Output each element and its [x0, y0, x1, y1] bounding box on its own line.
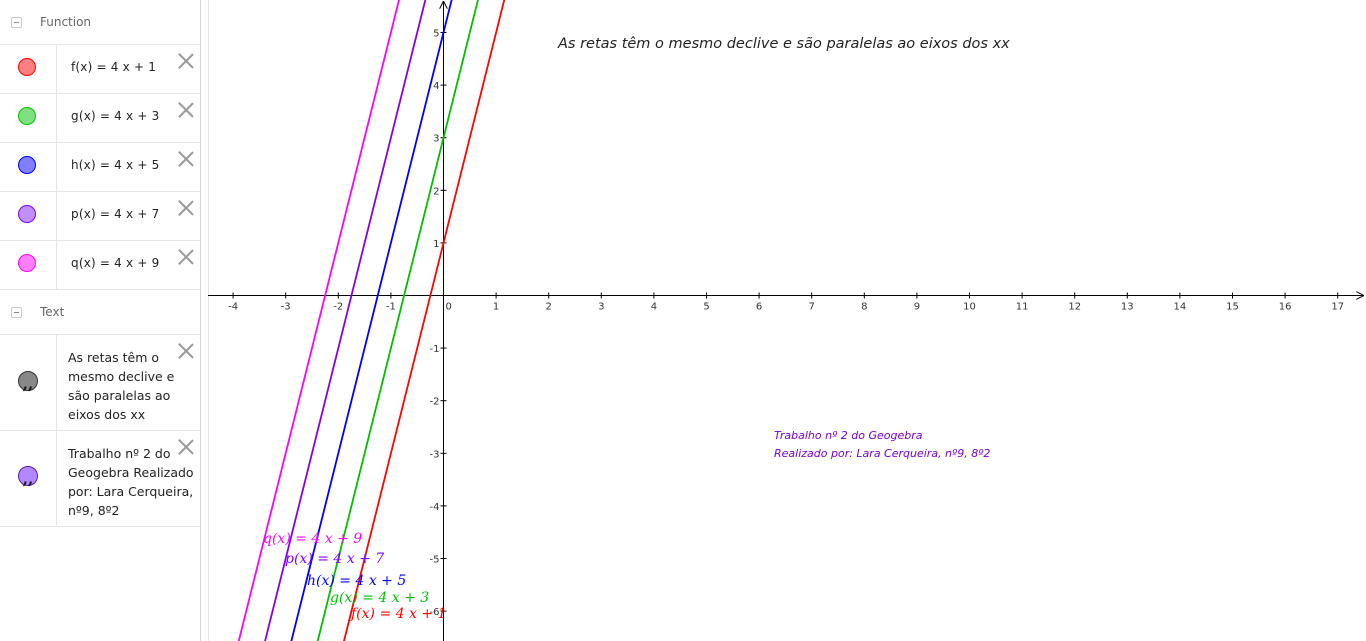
x-tick-label: 8	[861, 302, 867, 313]
y-tick-label: -4	[430, 502, 440, 513]
text-group-label: Text	[40, 305, 65, 319]
x-tick-label: 17	[1331, 302, 1344, 313]
collapse-text-group-button[interactable]	[11, 307, 22, 318]
marker-cell	[0, 241, 57, 289]
function-item-p[interactable]: p(x) = 4 x + 7	[0, 192, 200, 241]
text-item-content[interactable]: Trabalho nº 2 do Geogebra Realizado por:…	[68, 446, 194, 518]
x-tick-label: 14	[1174, 302, 1187, 313]
delete-icon[interactable]	[177, 248, 195, 266]
text-item-content[interactable]: As retas têm o mesmo declive e são paral…	[68, 350, 175, 422]
y-tick-label: 4	[433, 81, 439, 92]
marker-cell: ,,	[0, 431, 57, 526]
y-tick-label: -2	[430, 397, 440, 408]
function-item-f[interactable]: f(x) = 4 x + 1	[0, 45, 200, 94]
y-tick-label: -5	[430, 555, 440, 566]
x-tick-label: 9	[914, 302, 920, 313]
visibility-toggle-h[interactable]	[18, 156, 36, 174]
graph-line-g[interactable]	[316, 0, 485, 641]
x-tick-label: 7	[809, 302, 815, 313]
text-group-header: Text	[0, 290, 200, 335]
quote-icon[interactable]: ,,	[18, 466, 38, 488]
graph-label-g[interactable]: g(x) = 4 x + 3	[330, 590, 429, 606]
function-group-label: Function	[40, 15, 92, 29]
y-tick-label: -6	[430, 607, 440, 618]
graph-label-f[interactable]: f(x) = 4 x + 1	[350, 606, 446, 622]
graphics-view[interactable]: -4 -3 -2 -1 0 1 2 3 4 5 6 7 8 9 10 11 12 13 14 15 16 1754321-…	[208, 0, 1366, 641]
y-tick-label: -3	[430, 449, 440, 460]
quote-icon[interactable]: ,,	[18, 371, 38, 393]
text-item-2[interactable]: ,, Trabalho nº 2 do Geogebra Realizado p…	[0, 431, 200, 527]
x-tick-label: 15	[1226, 302, 1239, 313]
function-item-h[interactable]: h(x) = 4 x + 5	[0, 143, 200, 192]
y-tick-label: -1	[430, 344, 440, 355]
x-tick-label: 0	[446, 302, 452, 313]
x-tick-label: 6	[756, 302, 762, 313]
x-tick-label: 3	[598, 302, 604, 313]
function-expression-h[interactable]: h(x) = 4 x + 5	[71, 158, 160, 172]
y-tick-label: 1	[433, 239, 439, 250]
x-tick-label: -1	[386, 302, 396, 313]
panel-splitter[interactable]	[201, 0, 209, 641]
algebra-view: Function f(x) = 4 x + 1 g(x) = 4 x + 3 h(x…	[0, 0, 201, 641]
x-tick-label: -3	[281, 302, 291, 313]
graph-line-h[interactable]	[290, 0, 459, 641]
visibility-toggle-q[interactable]	[18, 254, 36, 272]
marker-cell	[0, 94, 57, 142]
delete-icon[interactable]	[177, 199, 195, 217]
delete-icon[interactable]	[177, 101, 195, 119]
function-item-q[interactable]: q(x) = 4 x + 9	[0, 241, 200, 290]
function-expression-f[interactable]: f(x) = 4 x + 1	[71, 60, 157, 74]
marker-cell: ,,	[0, 335, 57, 430]
delete-icon[interactable]	[177, 438, 195, 456]
graph-label-q[interactable]: q(x) = 4 x + 9	[263, 531, 362, 547]
graph-title-text[interactable]: As retas têm o mesmo declive e são paral…	[557, 36, 1010, 52]
x-tick-label: 5	[703, 302, 709, 313]
x-tick-label: 13	[1121, 302, 1134, 313]
function-group-header: Function	[0, 0, 200, 45]
function-item-g[interactable]: g(x) = 4 x + 3	[0, 94, 200, 143]
x-tick-label: 11	[1016, 302, 1029, 313]
text-item-1[interactable]: ,, As retas têm o mesmo declive e são pa…	[0, 335, 200, 431]
graph-note-line2[interactable]: Realizado por: Lara Cerqueira, nº9, 8º2	[774, 447, 990, 460]
function-expression-p[interactable]: p(x) = 4 x + 7	[71, 207, 160, 221]
graph-label-h[interactable]: h(x) = 4 x + 5	[307, 573, 406, 589]
collapse-function-group-button[interactable]	[11, 17, 22, 28]
marker-cell	[0, 143, 57, 191]
x-tick-label: 12	[1068, 302, 1081, 313]
x-tick-label: 1	[493, 302, 499, 313]
x-tick-label: 4	[651, 302, 657, 313]
graph-note-line1[interactable]: Trabalho nº 2 do Geogebra	[774, 429, 923, 442]
graph-line-f[interactable]	[343, 0, 512, 641]
delete-icon[interactable]	[177, 342, 195, 360]
marker-cell	[0, 192, 57, 240]
x-tick-label: -4	[228, 302, 238, 313]
visibility-toggle-g[interactable]	[18, 107, 36, 125]
x-tick-label: 2	[546, 302, 552, 313]
marker-cell	[0, 45, 57, 93]
graph-line-q[interactable]	[237, 0, 406, 641]
function-expression-q[interactable]: q(x) = 4 x + 9	[71, 256, 160, 270]
x-tick-label: 16	[1279, 302, 1292, 313]
visibility-toggle-p[interactable]	[18, 205, 36, 223]
y-tick-label: 3	[433, 134, 439, 145]
delete-icon[interactable]	[177, 150, 195, 168]
y-tick-label: 5	[433, 29, 439, 40]
y-tick-label: 2	[433, 186, 439, 197]
graph-line-p[interactable]	[264, 0, 433, 641]
x-tick-label: -2	[333, 302, 343, 313]
function-expression-g[interactable]: g(x) = 4 x + 3	[71, 109, 160, 123]
visibility-toggle-f[interactable]	[18, 58, 36, 76]
graph-label-p[interactable]: p(x) = 4 x + 7	[285, 551, 384, 567]
x-tick-label: 10	[963, 302, 976, 313]
delete-icon[interactable]	[177, 52, 195, 70]
